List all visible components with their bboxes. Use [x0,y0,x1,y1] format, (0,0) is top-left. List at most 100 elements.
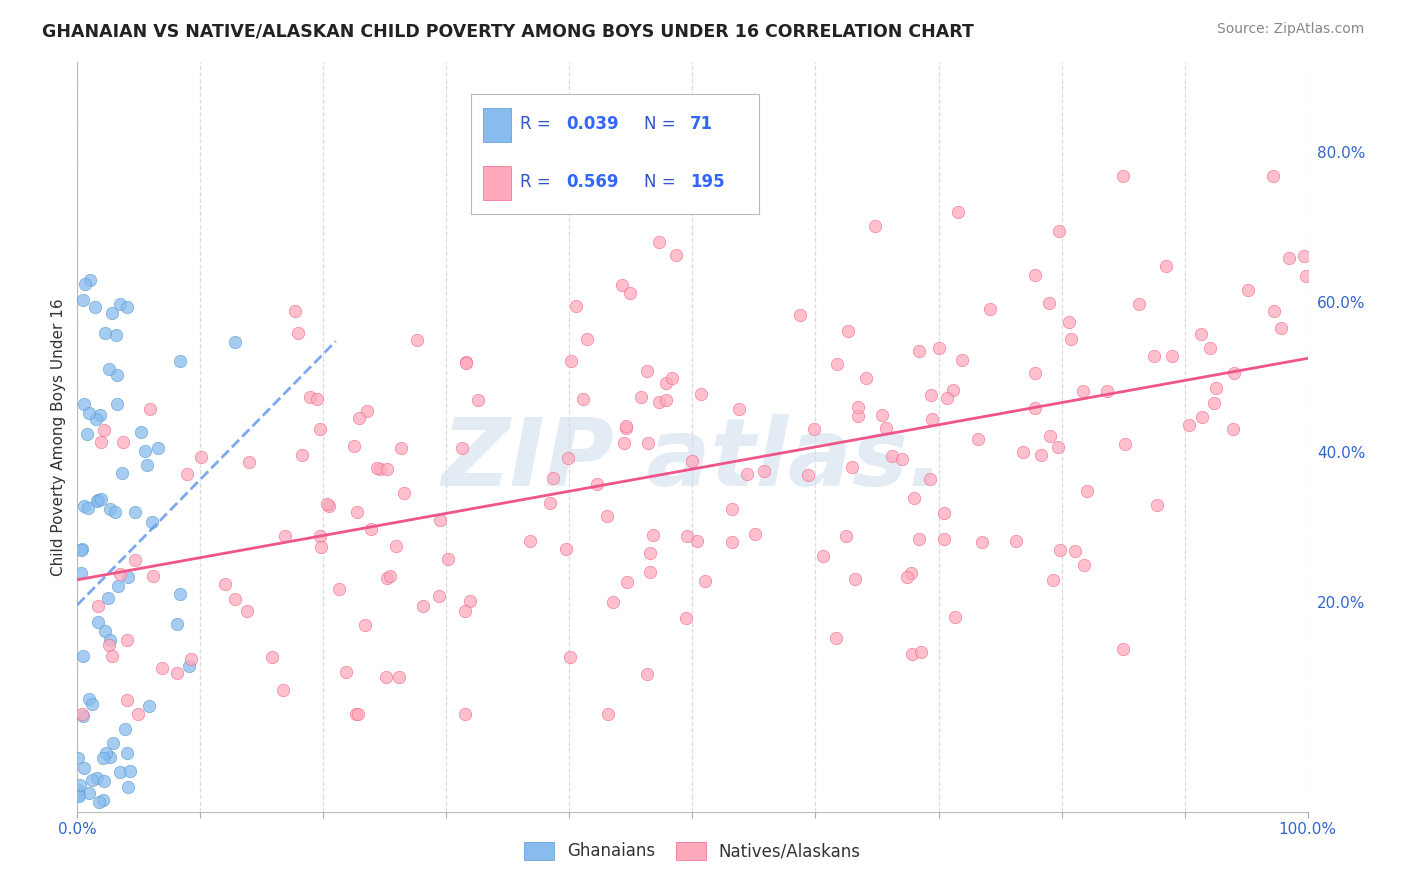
Point [554,542,576,557]
Point [84,411,107,425]
Point [1039,429,1062,443]
Point [86,771,108,785]
Point [921,412,943,426]
Point [142,569,165,583]
Point [375,462,398,476]
Point [1191,409,1213,424]
Point [108,764,131,779]
Point [655,392,678,407]
Point [107,579,129,593]
Point [354,618,377,632]
Point [1263,304,1285,318]
Point [943,609,966,624]
Point [271,683,294,698]
Point [389,441,412,455]
Point [1046,440,1069,454]
Point [648,235,671,250]
Point [405,333,427,347]
Point [619,286,641,301]
Point [176,467,198,481]
Point [576,333,599,347]
Point [967,432,990,446]
Point [614,421,637,435]
Point [613,436,636,450]
Point [90,492,112,507]
Point [236,604,259,618]
Point [392,485,415,500]
Point [335,665,357,680]
Point [948,205,970,219]
Y-axis label: Child Poverty Among Boys Under 16: Child Poverty Among Boys Under 16 [51,298,66,576]
Point [169,353,191,368]
Point [458,594,481,608]
Point [586,476,609,491]
Point [274,529,297,543]
Point [73,761,96,775]
Point [67,788,90,802]
Legend: Ghanaians, Natives/Alaskans: Ghanaians, Natives/Alaskans [517,835,868,867]
Point [93,423,115,437]
Point [87,795,110,809]
Point [910,645,932,659]
Point [94,326,117,341]
Point [1278,251,1301,265]
Point [928,341,950,355]
Point [214,577,236,591]
Point [98,750,121,764]
Point [880,449,903,463]
Point [366,461,388,475]
Point [903,491,925,506]
Text: GHANAIAN VS NATIVE/ALASKAN CHILD POVERTY AMONG BOYS UNDER 16 CORRELATION CHART: GHANAIAN VS NATIVE/ALASKAN CHILD POVERTY… [42,22,974,40]
Text: Source: ZipAtlas.com: Source: ZipAtlas.com [1216,22,1364,37]
Point [346,707,368,722]
Point [87,492,110,507]
Point [100,648,122,663]
Point [67,789,90,803]
Point [721,502,744,516]
Point [454,604,477,618]
Point [789,308,811,322]
Point [541,471,564,485]
Point [87,615,110,629]
Point [117,780,139,794]
Point [1128,297,1150,311]
Point [908,532,931,546]
Point [349,411,371,425]
Point [1223,367,1246,381]
Point [1143,349,1166,363]
Point [97,362,120,376]
Point [73,277,96,291]
Point [920,472,942,486]
Point [166,665,188,680]
Point [318,500,340,514]
Point [1024,401,1046,415]
Point [315,497,337,511]
Point [1047,224,1070,238]
Point [86,494,108,508]
Point [676,529,699,543]
Point [844,572,866,586]
Point [614,419,637,434]
Point [356,404,378,418]
Point [1114,437,1136,451]
Point [344,707,367,722]
Point [79,692,101,706]
Point [72,707,94,722]
Point [1076,484,1098,499]
Point [572,392,595,406]
Point [114,722,136,736]
Point [69,778,91,792]
Point [1024,268,1046,282]
Point [612,278,634,293]
Point [135,458,157,473]
Point [79,273,101,287]
Point [665,248,688,262]
Point [1012,445,1035,459]
Point [728,401,751,416]
Point [735,467,758,481]
Point [77,406,100,420]
Point [1205,381,1227,395]
Point [67,751,90,765]
Point [98,502,121,516]
Point [108,567,131,582]
